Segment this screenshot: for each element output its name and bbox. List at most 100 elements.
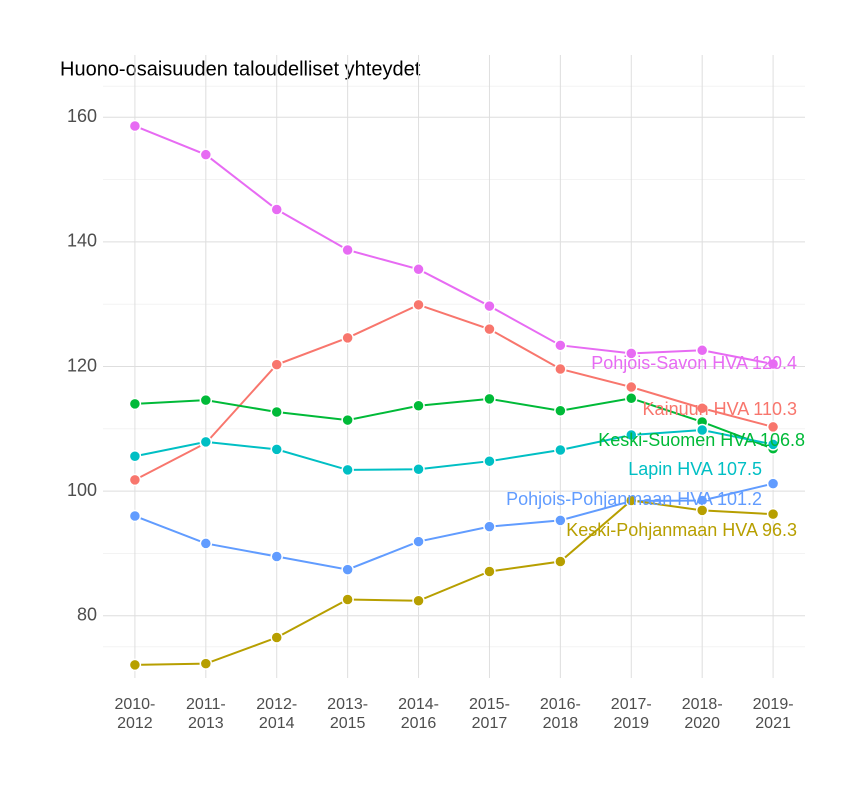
point xyxy=(625,428,638,442)
x-tick-line: 2017 xyxy=(472,715,508,732)
point xyxy=(554,555,567,568)
x-tick-line: 2010- xyxy=(114,696,155,713)
point xyxy=(341,563,354,576)
point xyxy=(554,443,567,457)
point xyxy=(554,362,567,376)
series-label: Pohjois-Savon HVA 120.4 xyxy=(591,353,797,373)
x-tick-line: 2013 xyxy=(188,715,224,732)
x-tick-line: 2013- xyxy=(327,696,368,713)
x-tick-line: 2012- xyxy=(256,696,297,713)
point xyxy=(270,443,283,456)
point xyxy=(128,509,142,523)
x-tick-label: 2015- 2017 xyxy=(469,696,510,732)
point xyxy=(412,535,425,548)
point xyxy=(766,357,780,371)
x-tick-line: 2019 xyxy=(613,715,649,732)
point xyxy=(554,339,567,352)
point xyxy=(412,298,425,312)
point xyxy=(341,413,354,427)
point xyxy=(625,494,638,507)
x-tick-line: 2014 xyxy=(259,715,295,732)
series-label: Keski-Suomen HVA 106.8 xyxy=(598,430,805,450)
x-tick-label: 2010- 2012 xyxy=(114,696,155,732)
point xyxy=(341,331,354,345)
x-tick-line: 2014- xyxy=(398,696,439,713)
x-tick-line: 2018 xyxy=(543,715,579,732)
point xyxy=(625,380,638,394)
x-tick-line: 2019- xyxy=(753,696,794,713)
chart-title: Huono-osaisuuden taloudelliset yhteydet xyxy=(60,58,421,80)
x-tick-label: 2011- 2013 xyxy=(186,696,226,732)
x-tick-label: 2012- 2014 xyxy=(256,696,297,732)
x-tick-line: 2020 xyxy=(684,715,720,732)
point xyxy=(483,454,496,468)
point xyxy=(412,399,425,412)
point xyxy=(554,514,567,527)
point xyxy=(695,344,709,357)
x-tick-line: 2015 xyxy=(330,715,366,732)
point xyxy=(412,463,425,476)
point xyxy=(128,119,142,133)
series-line xyxy=(134,397,774,450)
series-label: Pohjois-Pohjanmaan HVA 101.2 xyxy=(506,489,762,509)
point xyxy=(341,243,354,257)
x-tick-line: 2021 xyxy=(755,715,791,732)
point xyxy=(483,322,496,336)
series-label: Keski-Pohjanmaan HVA 96.3 xyxy=(566,520,797,540)
point xyxy=(412,594,425,607)
x-tick-label: 2016- 2018 xyxy=(540,696,581,732)
point xyxy=(128,658,142,672)
x-tick-line: 2017- xyxy=(611,696,652,713)
x-tick-line: 2016- xyxy=(540,696,581,713)
series-line xyxy=(134,429,774,471)
point xyxy=(483,392,496,406)
point xyxy=(766,420,780,434)
y-tick-label: 160 xyxy=(67,106,97,126)
series-label: Kainuun HVA 110.3 xyxy=(643,399,797,419)
point xyxy=(483,565,496,578)
point xyxy=(128,449,142,463)
point xyxy=(766,507,780,521)
point xyxy=(412,263,425,276)
x-tick-label: 2019- 2021 xyxy=(753,696,794,732)
x-tick-line: 2016 xyxy=(401,715,437,732)
x-tick-label: 2018- 2020 xyxy=(682,696,723,732)
point xyxy=(199,393,213,407)
point xyxy=(270,550,283,563)
series-line xyxy=(134,303,774,481)
point xyxy=(695,504,709,517)
point xyxy=(199,657,213,670)
point xyxy=(483,520,496,533)
y-tick-label: 100 xyxy=(67,480,97,500)
point xyxy=(270,405,283,419)
y-tick-label: 80 xyxy=(77,604,97,624)
series-label: Lapin HVA 107.5 xyxy=(628,459,762,479)
series-line xyxy=(134,499,774,666)
point xyxy=(270,631,283,644)
point xyxy=(341,593,354,606)
y-tick-label: 140 xyxy=(67,231,97,251)
point xyxy=(766,477,780,490)
point xyxy=(270,358,283,371)
point xyxy=(625,347,638,360)
point xyxy=(341,463,354,477)
point xyxy=(554,404,567,417)
point xyxy=(766,438,780,451)
x-tick-label: 2013- 2015 xyxy=(327,696,368,732)
y-tick-label: 120 xyxy=(67,355,97,375)
point xyxy=(128,473,142,487)
point xyxy=(483,299,496,313)
x-tick-label: 2014- 2016 xyxy=(398,696,439,732)
point xyxy=(695,401,709,415)
point xyxy=(695,423,709,437)
series-line xyxy=(134,125,774,365)
point xyxy=(625,392,638,405)
x-tick-line: 2018- xyxy=(682,696,723,713)
x-tick-label: 2017- 2019 xyxy=(611,696,652,732)
point xyxy=(199,148,213,161)
x-tick-line: 2011- xyxy=(186,696,226,713)
point xyxy=(199,435,213,449)
x-tick-line: 2015- xyxy=(469,696,510,713)
